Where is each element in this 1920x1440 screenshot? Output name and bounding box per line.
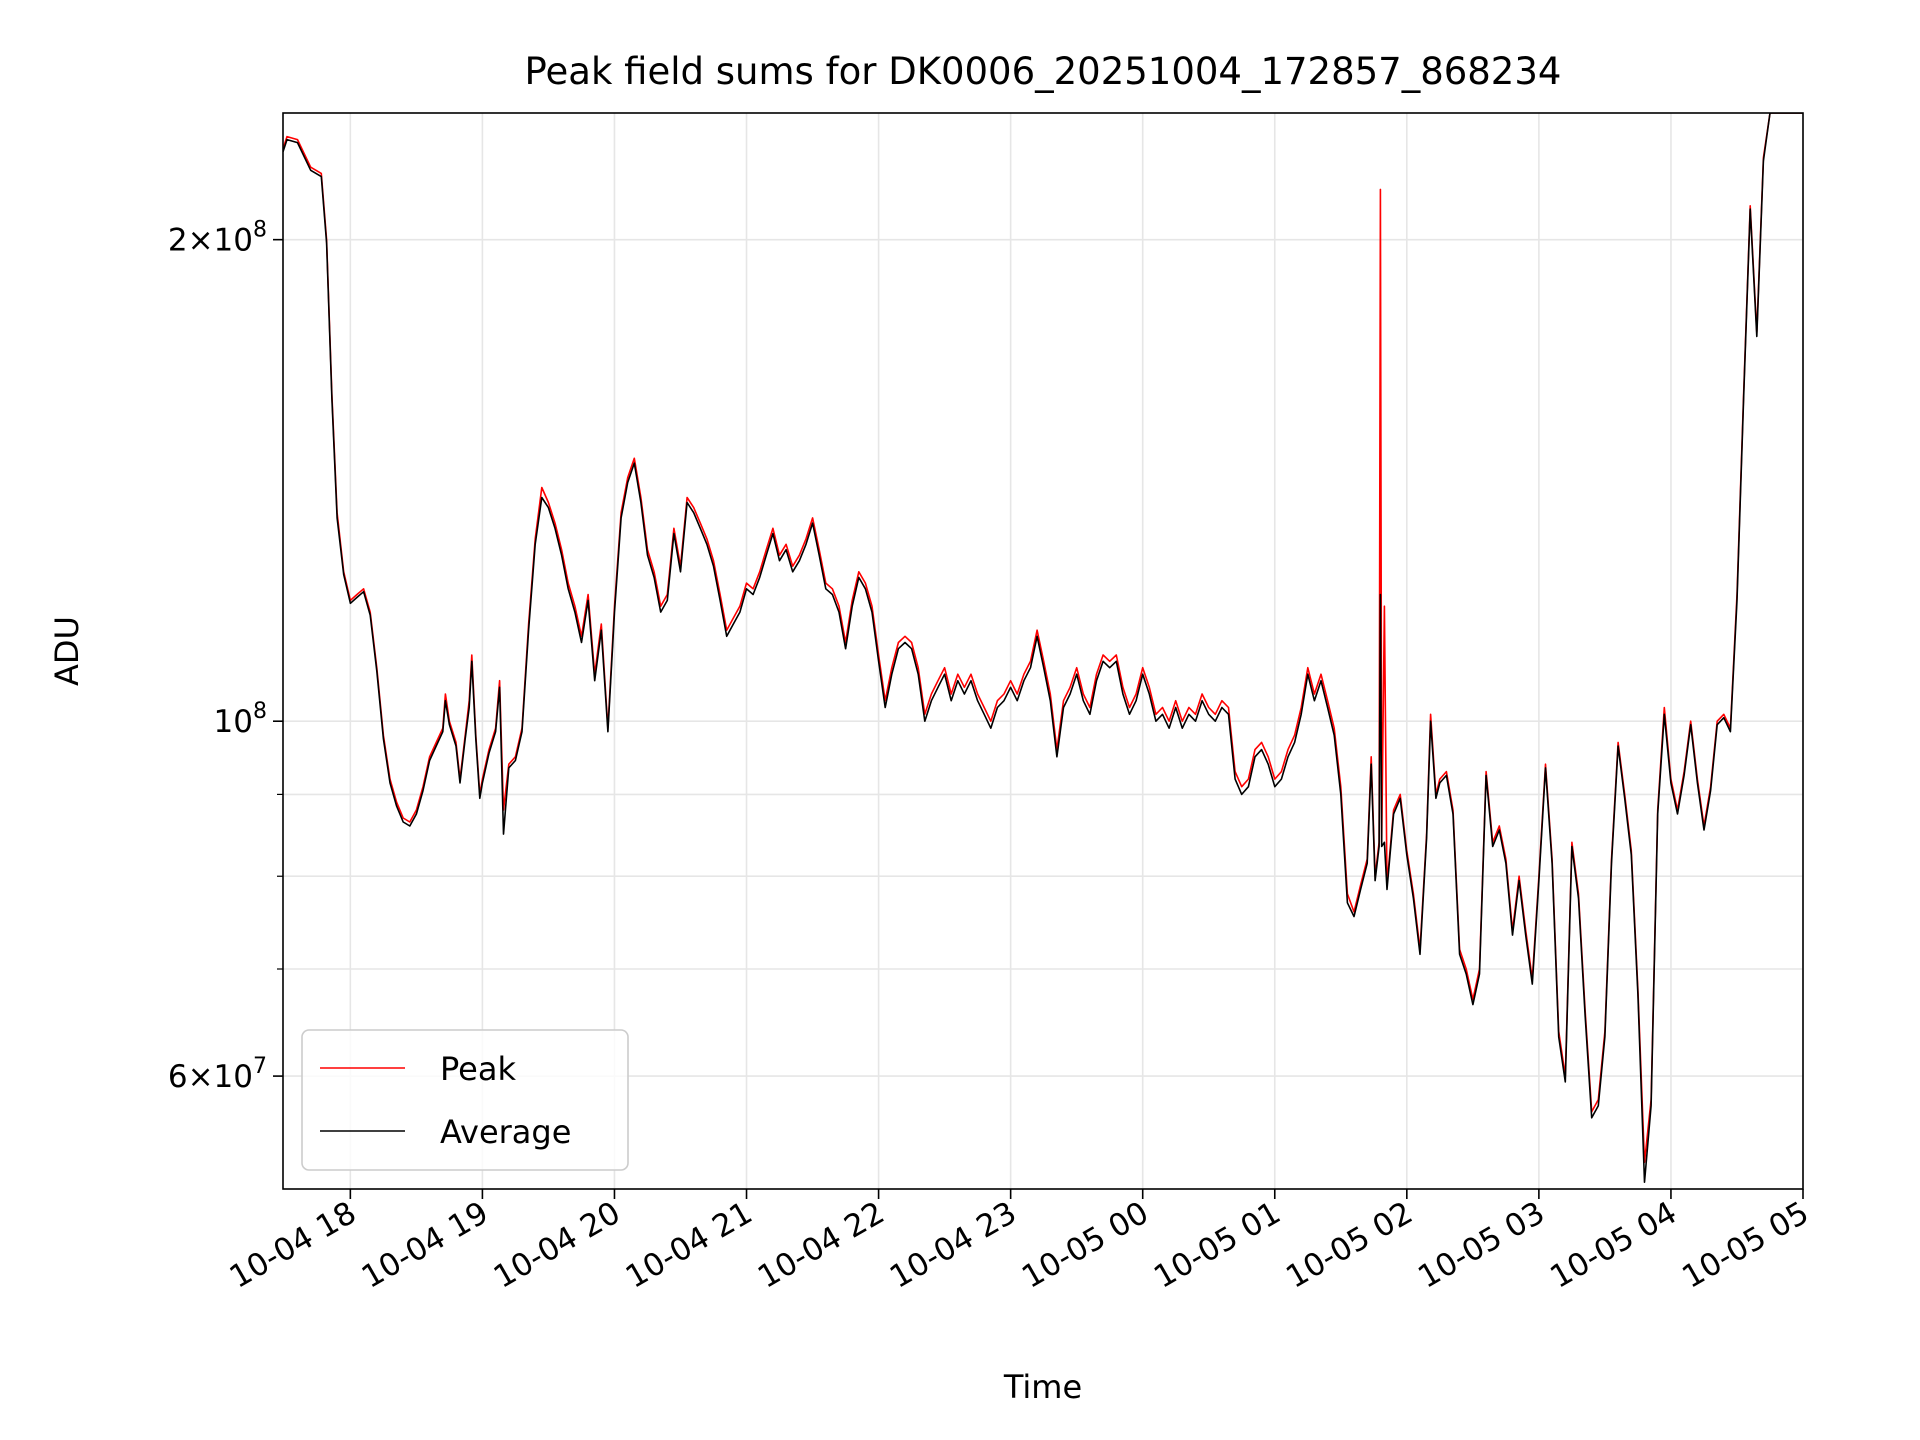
series-layer	[283, 113, 1803, 1183]
legend: Peak Average	[301, 1029, 629, 1171]
chart-title: Peak field sums for DK0006_20251004_1728…	[525, 50, 1562, 93]
x-axis-label: Time	[1003, 1368, 1082, 1406]
legend-label-average: Average	[440, 1113, 571, 1151]
y-axis-label: ADU	[48, 616, 86, 686]
y-tick-label: 108	[214, 699, 267, 740]
legend-label-peak: Peak	[440, 1050, 516, 1088]
series-line-average	[283, 113, 1803, 1183]
y-tick-label: 6×107	[168, 1054, 267, 1095]
legend-box	[301, 1029, 629, 1171]
y-tick-label: 2×108	[168, 218, 267, 259]
plot-frame	[282, 112, 1804, 1190]
y-axis-ticks: 6×107 108 2×108	[168, 218, 283, 1095]
